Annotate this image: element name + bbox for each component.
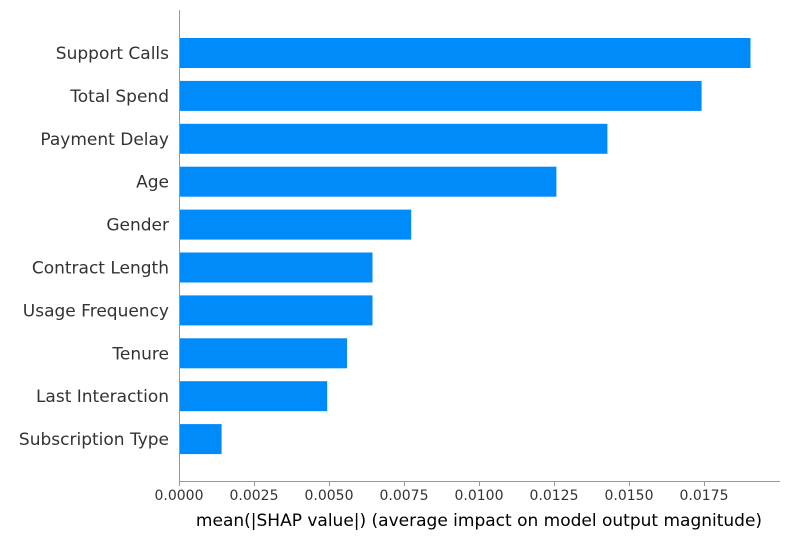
x-axis-title: mean(|SHAP value|) (average impact on mo… bbox=[196, 511, 762, 531]
category-label: Total Spend bbox=[69, 87, 169, 107]
x-tick-label: 0.0125 bbox=[530, 488, 579, 504]
category-label: Payment Delay bbox=[40, 130, 169, 150]
x-tick-label: 0.0175 bbox=[680, 488, 729, 504]
category-label: Subscription Type bbox=[19, 430, 169, 450]
x-axis-ticks: 0.0000 0.0025 0.0050 0.0075 0.0100 0.0125 0.01… bbox=[155, 481, 729, 504]
category-label: Gender bbox=[106, 216, 169, 236]
category-labels: Support Calls Total Spend Payment Delay Age… bbox=[19, 44, 169, 450]
bar-tenure bbox=[180, 338, 347, 369]
bar-support-calls bbox=[180, 38, 751, 68]
bar-age bbox=[180, 166, 557, 197]
bar-subscription-type bbox=[180, 424, 222, 455]
category-label: Tenure bbox=[111, 344, 169, 364]
bar-gender bbox=[180, 209, 412, 240]
x-tick-label: 0.0025 bbox=[230, 488, 279, 504]
bars-group bbox=[180, 38, 751, 455]
x-tick-label: 0.0000 bbox=[155, 488, 204, 504]
bar-last-interaction bbox=[180, 381, 328, 412]
bar-usage-frequency bbox=[180, 295, 373, 326]
category-label: Age bbox=[136, 173, 169, 193]
category-label: Support Calls bbox=[56, 44, 169, 64]
x-tick-label: 0.0075 bbox=[380, 488, 429, 504]
bar-contract-length bbox=[180, 252, 373, 283]
x-tick-label: 0.0050 bbox=[305, 488, 354, 504]
bar-total-spend bbox=[180, 80, 702, 111]
x-tick-label: 0.0150 bbox=[605, 488, 654, 504]
bar-payment-delay bbox=[180, 123, 608, 154]
category-label: Last Interaction bbox=[36, 387, 169, 407]
category-label: Contract Length bbox=[32, 259, 169, 279]
category-label: Usage Frequency bbox=[23, 301, 169, 321]
x-tick-label: 0.0100 bbox=[455, 488, 504, 504]
